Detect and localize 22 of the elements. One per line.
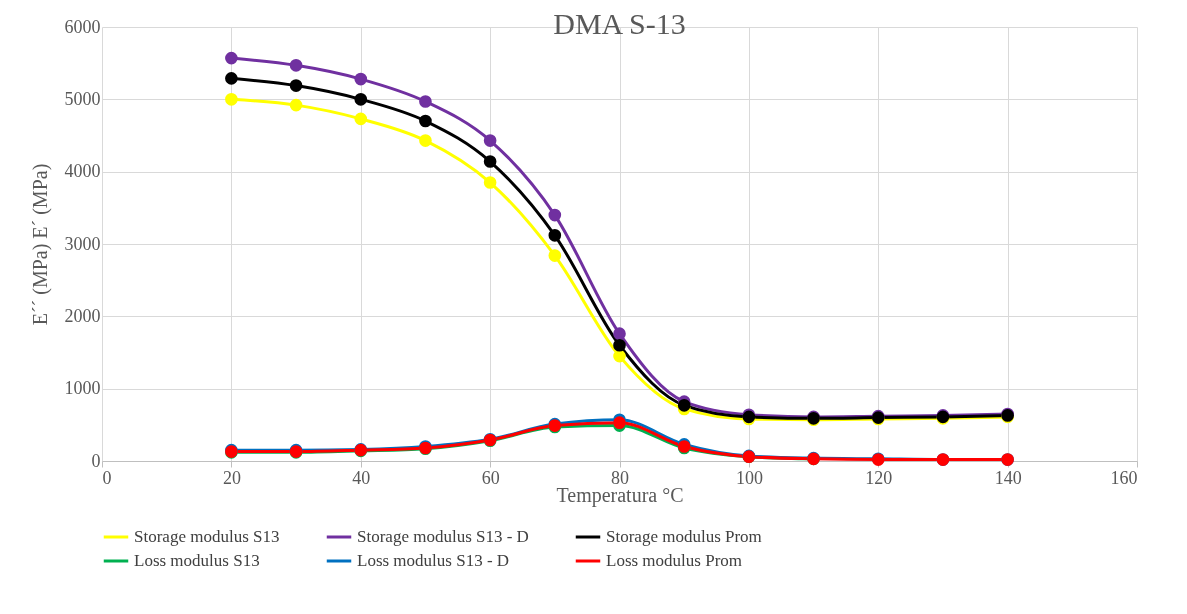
chart-title: DMA S-13 xyxy=(553,7,686,40)
legend-label: Loss modulus Prom xyxy=(606,551,743,570)
legend-label: Storage modulus S13 xyxy=(134,527,280,546)
y-tick-label: 5000 xyxy=(64,88,101,109)
y-tick-label: 6000 xyxy=(64,16,101,37)
y-tick-label: 4000 xyxy=(64,161,101,182)
x-tick-label: 140 xyxy=(994,467,1022,488)
legend-label: Loss modulus S13 - D xyxy=(357,551,510,570)
legend-label: Loss modulus S13 xyxy=(134,551,260,570)
legend-label: Storage modulus S13 - D xyxy=(357,527,529,546)
y-tick-label: 1000 xyxy=(64,378,101,399)
x-tick-label: 100 xyxy=(735,467,763,488)
y-tick-label: 0 xyxy=(91,450,101,471)
x-tick-label: 20 xyxy=(222,467,241,488)
y-tick-label: 3000 xyxy=(64,233,101,254)
x-tick-label: 60 xyxy=(481,467,500,488)
x-tick-label: 40 xyxy=(352,467,371,488)
y-tick-label: 2000 xyxy=(64,305,101,326)
legend-label: Storage modulus Prom xyxy=(606,527,762,546)
x-tick-label: 160 xyxy=(1110,467,1138,488)
x-tick-label: 120 xyxy=(865,467,893,488)
y-axis-title: E´´ (MPa) E´ (MPa) xyxy=(28,163,52,326)
